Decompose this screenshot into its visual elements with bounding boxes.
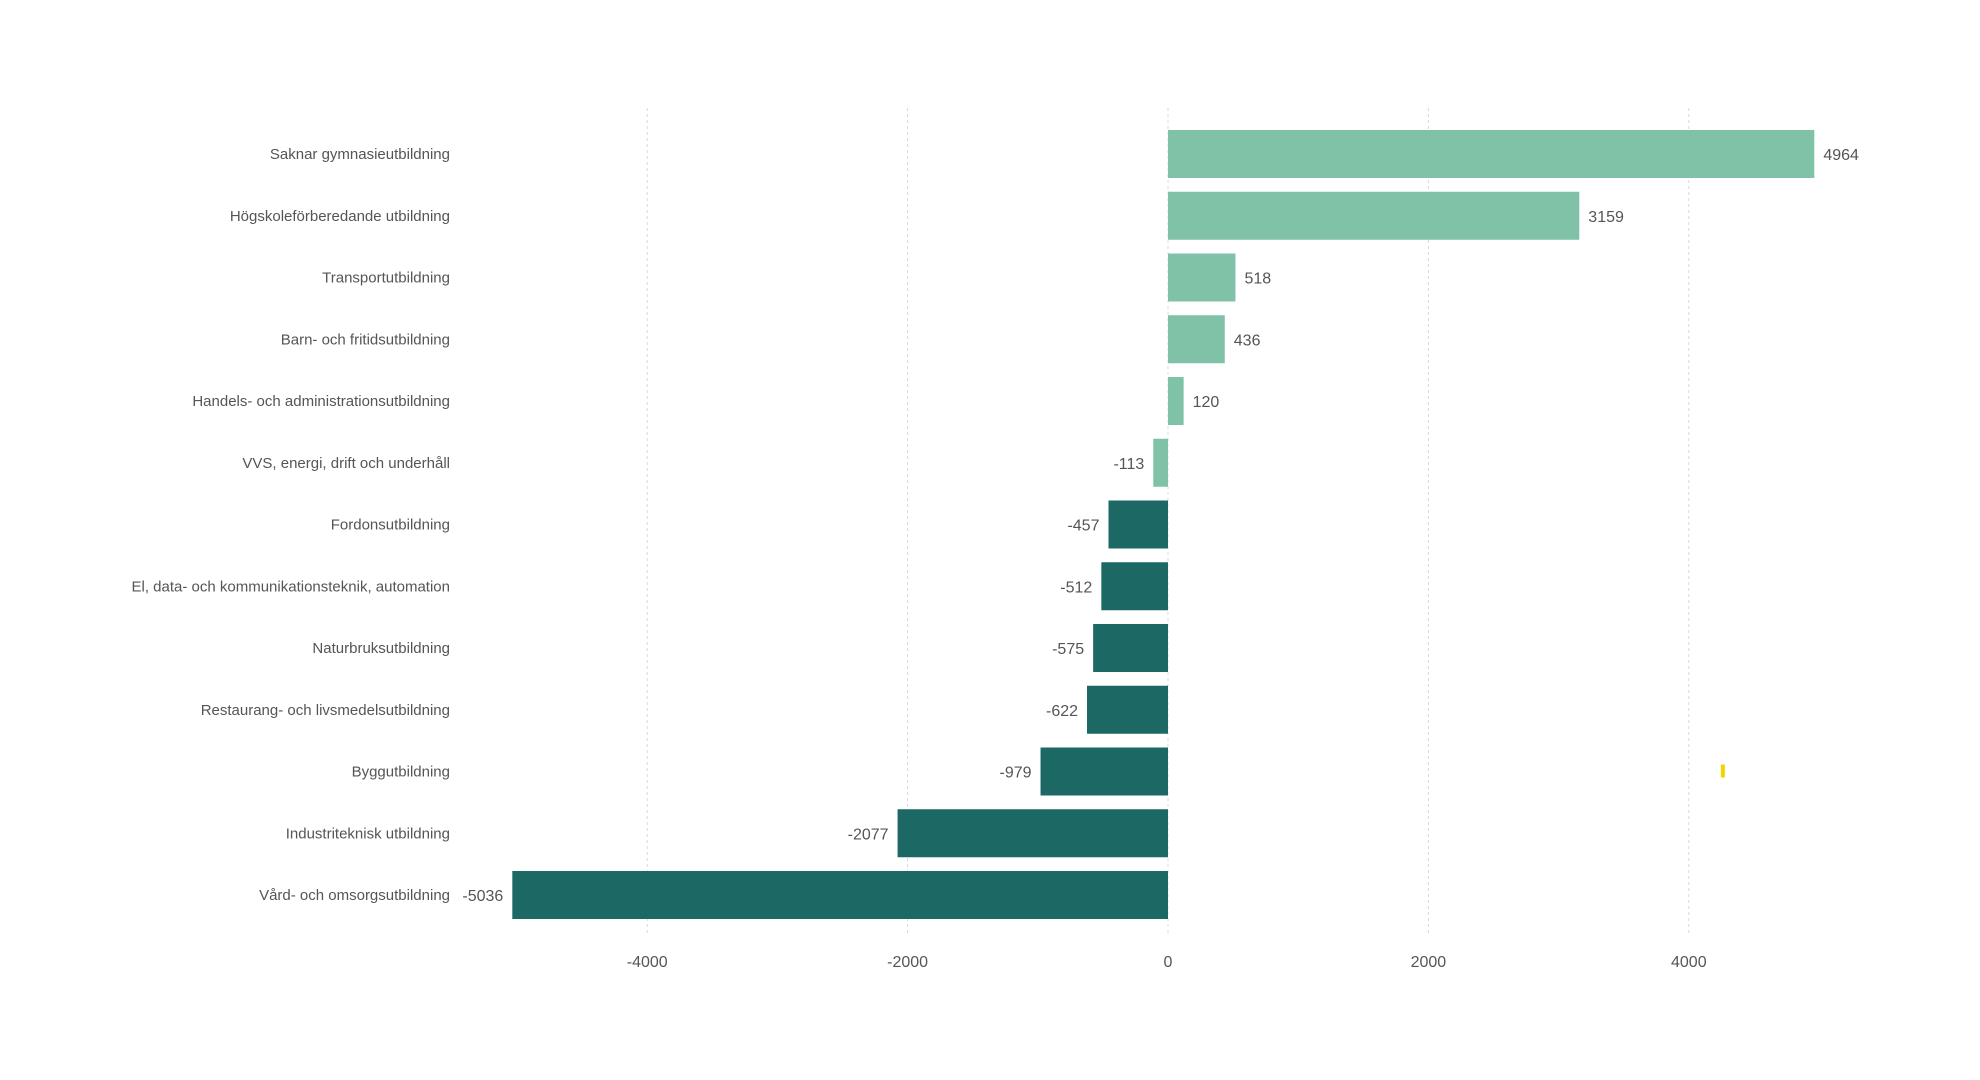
value-label: -5036 <box>462 888 503 905</box>
bar <box>1168 130 1815 178</box>
bar <box>1168 315 1225 364</box>
category-label: Högskoleförberedande utbildning <box>230 208 450 225</box>
value-label: 518 <box>1244 271 1271 288</box>
value-label: -512 <box>1060 579 1092 596</box>
bar <box>1087 685 1168 734</box>
value-label: 4964 <box>1823 147 1859 164</box>
value-label: -575 <box>1052 641 1084 658</box>
x-axis-ticks: -4000 -2000 0 2000 4000 <box>627 954 1707 971</box>
category-label: Naturbruksutbildning <box>312 640 450 657</box>
x-tick-label: 0 <box>1164 954 1173 971</box>
category-labels: Saknar gymnasieutbildning Högskoleförbere… <box>132 146 451 904</box>
category-label: Industriteknisk utbildning <box>286 825 450 842</box>
x-tick-label: 2000 <box>1411 954 1447 971</box>
x-tick-label: -2000 <box>887 954 928 971</box>
yellow-marker <box>1720 764 1725 778</box>
bar <box>1108 500 1168 549</box>
value-label: -457 <box>1067 518 1099 535</box>
value-label: -2077 <box>848 826 889 843</box>
bar <box>1040 747 1168 796</box>
value-label: 120 <box>1193 394 1220 411</box>
bars <box>512 130 1815 919</box>
category-label: El, data- och kommunikationsteknik, auto… <box>132 578 451 595</box>
bar <box>1168 377 1184 425</box>
category-label: Byggutbildning <box>352 764 450 781</box>
bar <box>897 809 1168 858</box>
bar <box>1101 562 1168 611</box>
value-label: -622 <box>1046 703 1078 720</box>
x-tick-label: -4000 <box>627 954 668 971</box>
bar <box>1168 253 1236 302</box>
category-label: Vård- och omsorgsutbildning <box>259 887 450 904</box>
value-label: -113 <box>1113 456 1144 473</box>
value-labels: 4964 3159 518 436 120 -113 -457 -512 -575 -622 -97… <box>462 147 1859 905</box>
category-label: VVS, energi, drift och underhåll <box>242 455 450 472</box>
category-label: Restaurang- och livsmedelsutbildning <box>201 702 450 719</box>
bar <box>1153 438 1168 487</box>
category-label: Saknar gymnasieutbildning <box>270 146 450 163</box>
bar <box>1093 624 1168 672</box>
value-label: 436 <box>1234 332 1261 349</box>
annotation-marker <box>1720 764 1725 778</box>
category-label: Transportutbildning <box>322 270 450 287</box>
category-label: Handels- och administrationsutbildning <box>192 393 450 410</box>
value-label: 3159 <box>1588 209 1624 226</box>
value-label: -979 <box>1000 765 1032 782</box>
bar <box>1168 191 1580 240</box>
bar <box>512 871 1168 919</box>
category-label: Barn- och fritidsutbildning <box>281 331 450 348</box>
x-tick-label: 4000 <box>1671 954 1707 971</box>
category-label: Fordonsutbildning <box>331 517 450 534</box>
